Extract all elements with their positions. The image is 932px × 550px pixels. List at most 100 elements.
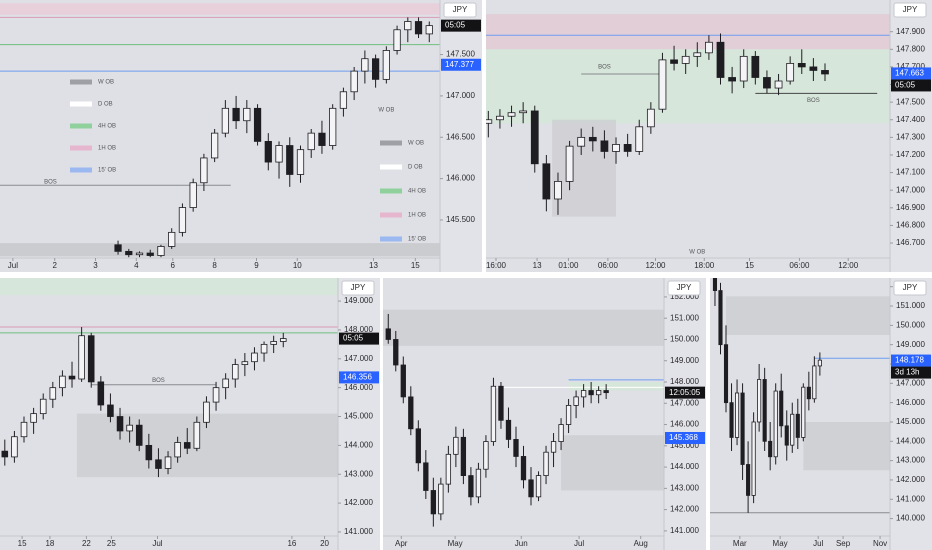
- legend-label: W OB: [98, 80, 114, 86]
- annotation: BOS: [807, 98, 820, 104]
- x-tick-label: 12:00: [838, 261, 859, 270]
- legend-label: 4H OB: [408, 189, 426, 195]
- candle-body: [264, 141, 272, 163]
- candle-body: [528, 479, 534, 498]
- candle-body: [795, 413, 800, 438]
- x-tick-label: Mar: [733, 539, 747, 548]
- annotation: BOS: [598, 64, 611, 70]
- y-tick-label: 142.000: [896, 475, 925, 484]
- candle-body: [768, 440, 773, 458]
- y-tick-label: 146.500: [446, 132, 475, 141]
- y-tick-label: 148.000: [344, 325, 373, 334]
- symbol-label: JPY: [351, 283, 366, 292]
- price-tag: [891, 67, 931, 80]
- candle-body: [393, 339, 399, 366]
- y-tick-label: 147.100: [896, 168, 925, 177]
- legend-label: D OB: [408, 165, 423, 171]
- y-tick-label: 143.000: [344, 469, 373, 478]
- candle-body: [430, 490, 436, 515]
- candle-body: [382, 50, 390, 80]
- chart-panel: 141.000 142.000 143.000 144.000 145.000 146.0…: [383, 278, 706, 550]
- chart-panel: 140.000 141.000 142.000 143.000 144.000 145.0…: [710, 278, 932, 550]
- symbol-badge: [667, 280, 701, 296]
- x-tick-label: 9: [254, 261, 259, 270]
- candle-body: [600, 140, 609, 152]
- x-tick-label: 15: [411, 261, 420, 270]
- candle-body: [739, 55, 748, 82]
- annotation: BOS: [152, 378, 165, 384]
- price-tag-label: 147.663: [895, 69, 924, 78]
- order-block-zone: [568, 382, 664, 391]
- candle-body: [221, 107, 229, 134]
- y-tick-label: 147.900: [896, 27, 925, 36]
- candle-body: [693, 52, 702, 57]
- plot-area: BOS: [0, 278, 338, 478]
- chart-panel: BOS BOS W OB 146.700 146.800 146.900 147.000 14…: [486, 0, 932, 272]
- candle-body: [270, 341, 277, 345]
- x-tick-label: 01:00: [558, 261, 579, 270]
- price-tag: [441, 58, 481, 71]
- candle-body: [87, 335, 95, 383]
- order-block-zone: [486, 14, 890, 50]
- candle-body: [513, 439, 519, 457]
- candle-body: [565, 145, 574, 182]
- x-tick-label: Jun: [515, 539, 528, 548]
- candle-body: [414, 21, 423, 35]
- candle-body: [681, 55, 690, 64]
- x-tick-label: May: [773, 539, 788, 548]
- candle-body: [460, 436, 467, 476]
- x-tick-label: 15: [745, 261, 754, 270]
- candle-body: [155, 459, 162, 469]
- candle-body: [475, 468, 482, 498]
- x-tick-label: Nov: [873, 539, 887, 548]
- price-tag-label: 147.377: [445, 60, 474, 69]
- x-tick-label: Jul: [574, 539, 584, 548]
- candle-body: [646, 108, 655, 128]
- candle-body: [612, 144, 620, 152]
- candle-body: [135, 252, 144, 256]
- countdown-label: 05:05: [343, 334, 364, 343]
- candle-body: [385, 328, 391, 340]
- candle-body: [329, 107, 337, 146]
- candle-body: [453, 436, 459, 455]
- countdown-tag: [665, 386, 705, 399]
- countdown-label: 3d 13h: [895, 368, 919, 377]
- legend-label: 15' OB: [98, 168, 116, 174]
- candle-body: [790, 413, 795, 446]
- candle-body: [68, 375, 76, 380]
- symbol-badge: [893, 2, 927, 18]
- candle-body: [490, 385, 497, 442]
- candle-body: [635, 126, 644, 152]
- candle-body: [468, 475, 474, 498]
- symbol-badge: [341, 280, 375, 296]
- y-tick-label: 140.000: [896, 514, 925, 523]
- candle-body: [438, 483, 444, 515]
- x-tick-label: 06:00: [789, 261, 810, 270]
- price-tag: [665, 431, 705, 444]
- order-block-zone: [561, 435, 664, 491]
- candle-body: [507, 112, 516, 117]
- y-tick-label: 147.700: [896, 62, 925, 71]
- legend-label: 4H OB: [98, 124, 116, 130]
- x-tick-label: Jul: [8, 261, 18, 270]
- candle-body: [178, 207, 187, 233]
- x-tick-label: 3: [93, 261, 98, 270]
- y-tick-label: 141.000: [344, 527, 373, 536]
- x-tick-label: 4: [134, 261, 139, 270]
- price-axis: [890, 0, 932, 272]
- y-tick-label: 146.900: [896, 203, 925, 212]
- y-tick-label: 147.000: [896, 378, 925, 387]
- candle-body: [817, 359, 822, 367]
- symbol-label: JPY: [903, 283, 918, 292]
- x-tick-label: Aug: [634, 539, 648, 548]
- y-tick-label: 143.000: [896, 456, 925, 465]
- candle-body: [146, 252, 154, 256]
- price-tag: [891, 354, 931, 367]
- order-block-zone: [726, 296, 890, 336]
- y-tick-label: 142.000: [670, 505, 699, 514]
- candle-body: [286, 145, 294, 175]
- candle-body: [577, 136, 586, 147]
- candle-body: [486, 119, 493, 124]
- candle-body: [603, 390, 609, 394]
- candle-body: [801, 386, 806, 438]
